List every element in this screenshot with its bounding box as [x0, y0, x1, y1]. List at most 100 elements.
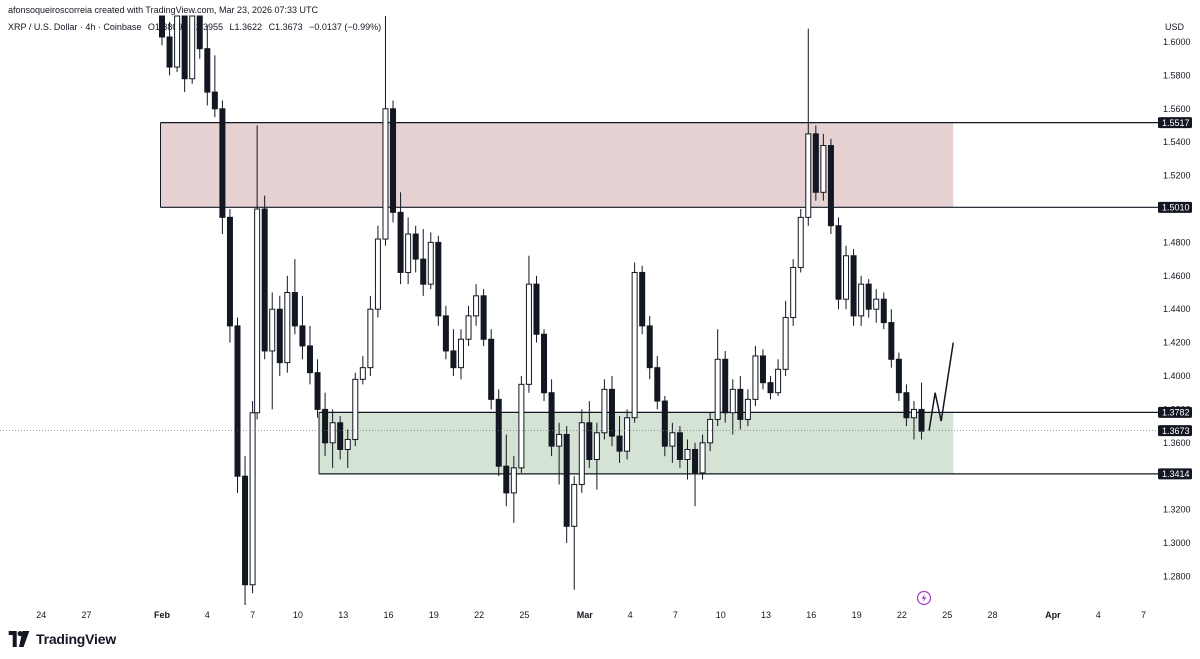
candle[interactable]: [382, 16, 389, 246]
candle[interactable]: [744, 389, 751, 427]
candle[interactable]: [480, 289, 487, 346]
candle[interactable]: [249, 401, 256, 594]
candle[interactable]: [692, 442, 699, 507]
candle[interactable]: [254, 125, 261, 420]
candle[interactable]: [269, 292, 276, 410]
candle[interactable]: [226, 209, 233, 343]
candle[interactable]: [737, 376, 744, 430]
candle[interactable]: [850, 249, 857, 326]
candle[interactable]: [159, 15, 165, 46]
candle[interactable]: [405, 217, 412, 285]
candle[interactable]: [616, 416, 623, 463]
candle[interactable]: [450, 329, 457, 376]
candle[interactable]: [888, 309, 895, 368]
candle[interactable]: [820, 133, 827, 201]
candle[interactable]: [812, 125, 819, 201]
candle[interactable]: [299, 295, 306, 360]
flash-icon[interactable]: [916, 590, 932, 606]
candle[interactable]: [873, 289, 880, 323]
candle[interactable]: [337, 416, 344, 460]
candle[interactable]: [196, 15, 203, 59]
candle[interactable]: [578, 409, 585, 493]
candle[interactable]: [903, 384, 910, 427]
candle[interactable]: [390, 100, 397, 223]
candle[interactable]: [669, 422, 676, 463]
resistance-zone[interactable]: [160, 122, 954, 208]
candle[interactable]: [865, 279, 872, 318]
candle[interactable]: [548, 379, 555, 457]
candle[interactable]: [291, 259, 298, 335]
support-zone[interactable]: [319, 412, 954, 474]
candle[interactable]: [204, 25, 211, 106]
candle[interactable]: [880, 292, 887, 330]
candle[interactable]: [344, 429, 351, 468]
candle[interactable]: [276, 295, 283, 376]
candle[interactable]: [790, 259, 797, 326]
candle[interactable]: [457, 329, 464, 380]
candle[interactable]: [752, 345, 759, 407]
candle[interactable]: [503, 434, 510, 507]
candle[interactable]: [465, 305, 472, 346]
candle[interactable]: [322, 392, 329, 457]
candle[interactable]: [261, 195, 268, 360]
candle[interactable]: [525, 255, 532, 393]
candle[interactable]: [427, 232, 434, 290]
candle[interactable]: [189, 15, 196, 84]
candle[interactable]: [624, 409, 631, 460]
candle[interactable]: [352, 372, 359, 447]
candle[interactable]: [571, 476, 578, 590]
candle[interactable]: [676, 426, 683, 468]
candle[interactable]: [707, 412, 714, 452]
candle[interactable]: [541, 329, 548, 402]
candle[interactable]: [242, 456, 249, 605]
brand[interactable]: TradingView: [8, 631, 116, 647]
candle[interactable]: [306, 325, 313, 385]
price-label[interactable]: 1.3673: [1158, 425, 1192, 437]
candle[interactable]: [729, 379, 736, 435]
candle[interactable]: [608, 376, 615, 447]
candle[interactable]: [639, 265, 646, 335]
candle[interactable]: [374, 225, 381, 318]
candle[interactable]: [684, 439, 691, 480]
candle[interactable]: [661, 396, 668, 457]
candle[interactable]: [722, 350, 729, 423]
candle[interactable]: [767, 376, 774, 400]
candle[interactable]: [759, 349, 766, 390]
candle[interactable]: [782, 300, 789, 376]
price-label[interactable]: 1.3414: [1158, 468, 1192, 480]
candle[interactable]: [284, 275, 291, 373]
candle[interactable]: [586, 401, 593, 468]
price-label[interactable]: 1.3782: [1158, 406, 1192, 418]
candle[interactable]: [234, 317, 241, 493]
candle[interactable]: [518, 376, 525, 473]
candle[interactable]: [181, 15, 188, 93]
candle[interactable]: [714, 329, 721, 427]
candle[interactable]: [646, 315, 653, 380]
candle[interactable]: [910, 401, 917, 440]
candle[interactable]: [397, 192, 404, 285]
candle[interactable]: [174, 15, 181, 73]
candle[interactable]: [510, 456, 517, 523]
candle[interactable]: [211, 55, 218, 118]
candle[interactable]: [473, 284, 480, 326]
symbol-name[interactable]: XRP / U.S. Dollar · 4h · Coinbase: [8, 22, 142, 32]
price-label[interactable]: 1.5010: [1158, 201, 1192, 213]
candle[interactable]: [654, 355, 661, 410]
candle[interactable]: [359, 355, 366, 385]
candle[interactable]: [699, 434, 706, 480]
candle[interactable]: [219, 100, 226, 235]
candle[interactable]: [420, 229, 427, 296]
candle[interactable]: [563, 426, 570, 543]
candle[interactable]: [367, 295, 374, 376]
candle[interactable]: [827, 138, 834, 235]
candle[interactable]: [918, 382, 925, 440]
candle[interactable]: [412, 225, 419, 273]
candle[interactable]: [858, 275, 865, 326]
candle[interactable]: [495, 389, 502, 477]
candle[interactable]: [843, 245, 850, 310]
candle[interactable]: [435, 235, 442, 326]
candle[interactable]: [895, 352, 902, 402]
candle[interactable]: [488, 329, 495, 410]
price-label[interactable]: 1.5517: [1158, 117, 1192, 129]
candle[interactable]: [601, 379, 608, 440]
